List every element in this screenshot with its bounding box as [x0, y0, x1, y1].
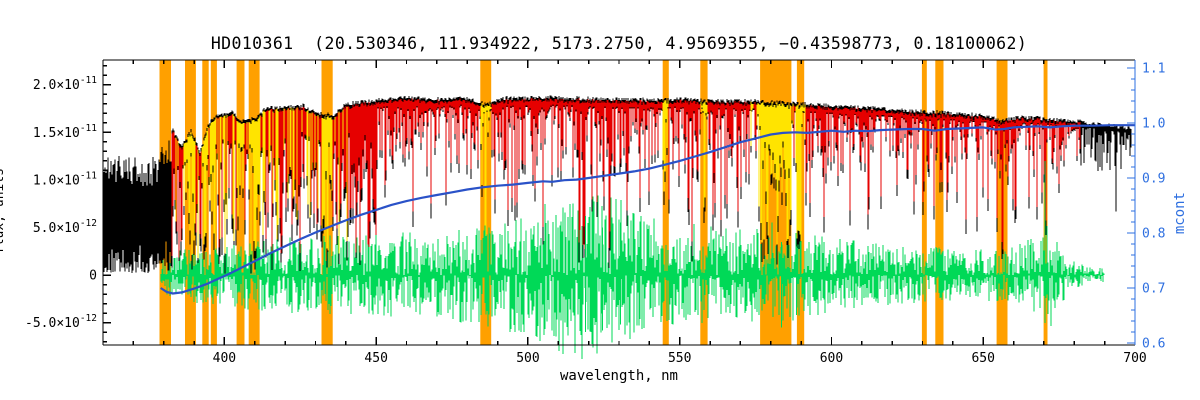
- x-tick-label: 450: [364, 351, 387, 366]
- left-tick-label: 5.0×10-12: [33, 218, 97, 236]
- x-tick-label: 650: [971, 351, 994, 366]
- residuals: [160, 160, 1105, 359]
- masked-band: [236, 60, 245, 345]
- left-tick-label: 1.5×10-11: [33, 123, 97, 141]
- x-tick-label: 600: [820, 351, 843, 366]
- right-tick-label: 1.1: [1142, 61, 1165, 76]
- right-axis-label: mcont: [1172, 192, 1188, 235]
- axes: [102, 59, 1136, 346]
- right-tick-label: 0.6: [1142, 337, 1165, 352]
- left-tick-label: 0: [89, 269, 97, 284]
- masked-band: [921, 60, 927, 345]
- continuum-curve: [160, 124, 1135, 295]
- masked-band: [662, 60, 669, 345]
- x-tick-label: 500: [516, 351, 539, 366]
- right-tick-label: 0.9: [1142, 171, 1165, 186]
- tick-labels: 400 450 500 550 600 650 700 -5.0×10-12 0 5.0×10-1…: [25, 61, 1165, 366]
- left-axis-label-clipped: flux, units: [0, 168, 7, 255]
- fit-spectrum: [171, 97, 1081, 258]
- right-tick-label: 0.8: [1142, 227, 1165, 242]
- chart-title: HD010361 (20.530346, 11.934922, 5173.275…: [210, 34, 1028, 53]
- left-tick-label: 2.0×10-11: [33, 75, 97, 93]
- right-tick-label: 0.7: [1142, 282, 1165, 297]
- left-tick-label: 1.0×10-11: [33, 170, 97, 188]
- x-tick-label: 550: [668, 351, 691, 366]
- masked-band: [935, 60, 944, 345]
- right-tick-label: 1.0: [1142, 116, 1165, 131]
- x-axis-label: wavelength, nm: [559, 368, 678, 384]
- left-tick-label: -5.0×10-12: [25, 313, 97, 331]
- x-tick-label: 700: [1123, 351, 1146, 366]
- x-tick-label: 400: [213, 351, 236, 366]
